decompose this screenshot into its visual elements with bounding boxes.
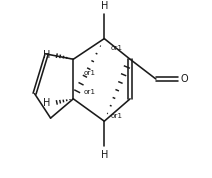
Text: H: H xyxy=(100,150,108,160)
Text: H: H xyxy=(100,1,108,11)
Text: H: H xyxy=(43,98,50,108)
Text: or1: or1 xyxy=(110,112,122,119)
Text: H: H xyxy=(43,50,50,60)
Text: O: O xyxy=(181,74,188,84)
Text: or1: or1 xyxy=(83,89,95,95)
Text: or1: or1 xyxy=(110,44,122,51)
Text: or1: or1 xyxy=(83,70,95,76)
